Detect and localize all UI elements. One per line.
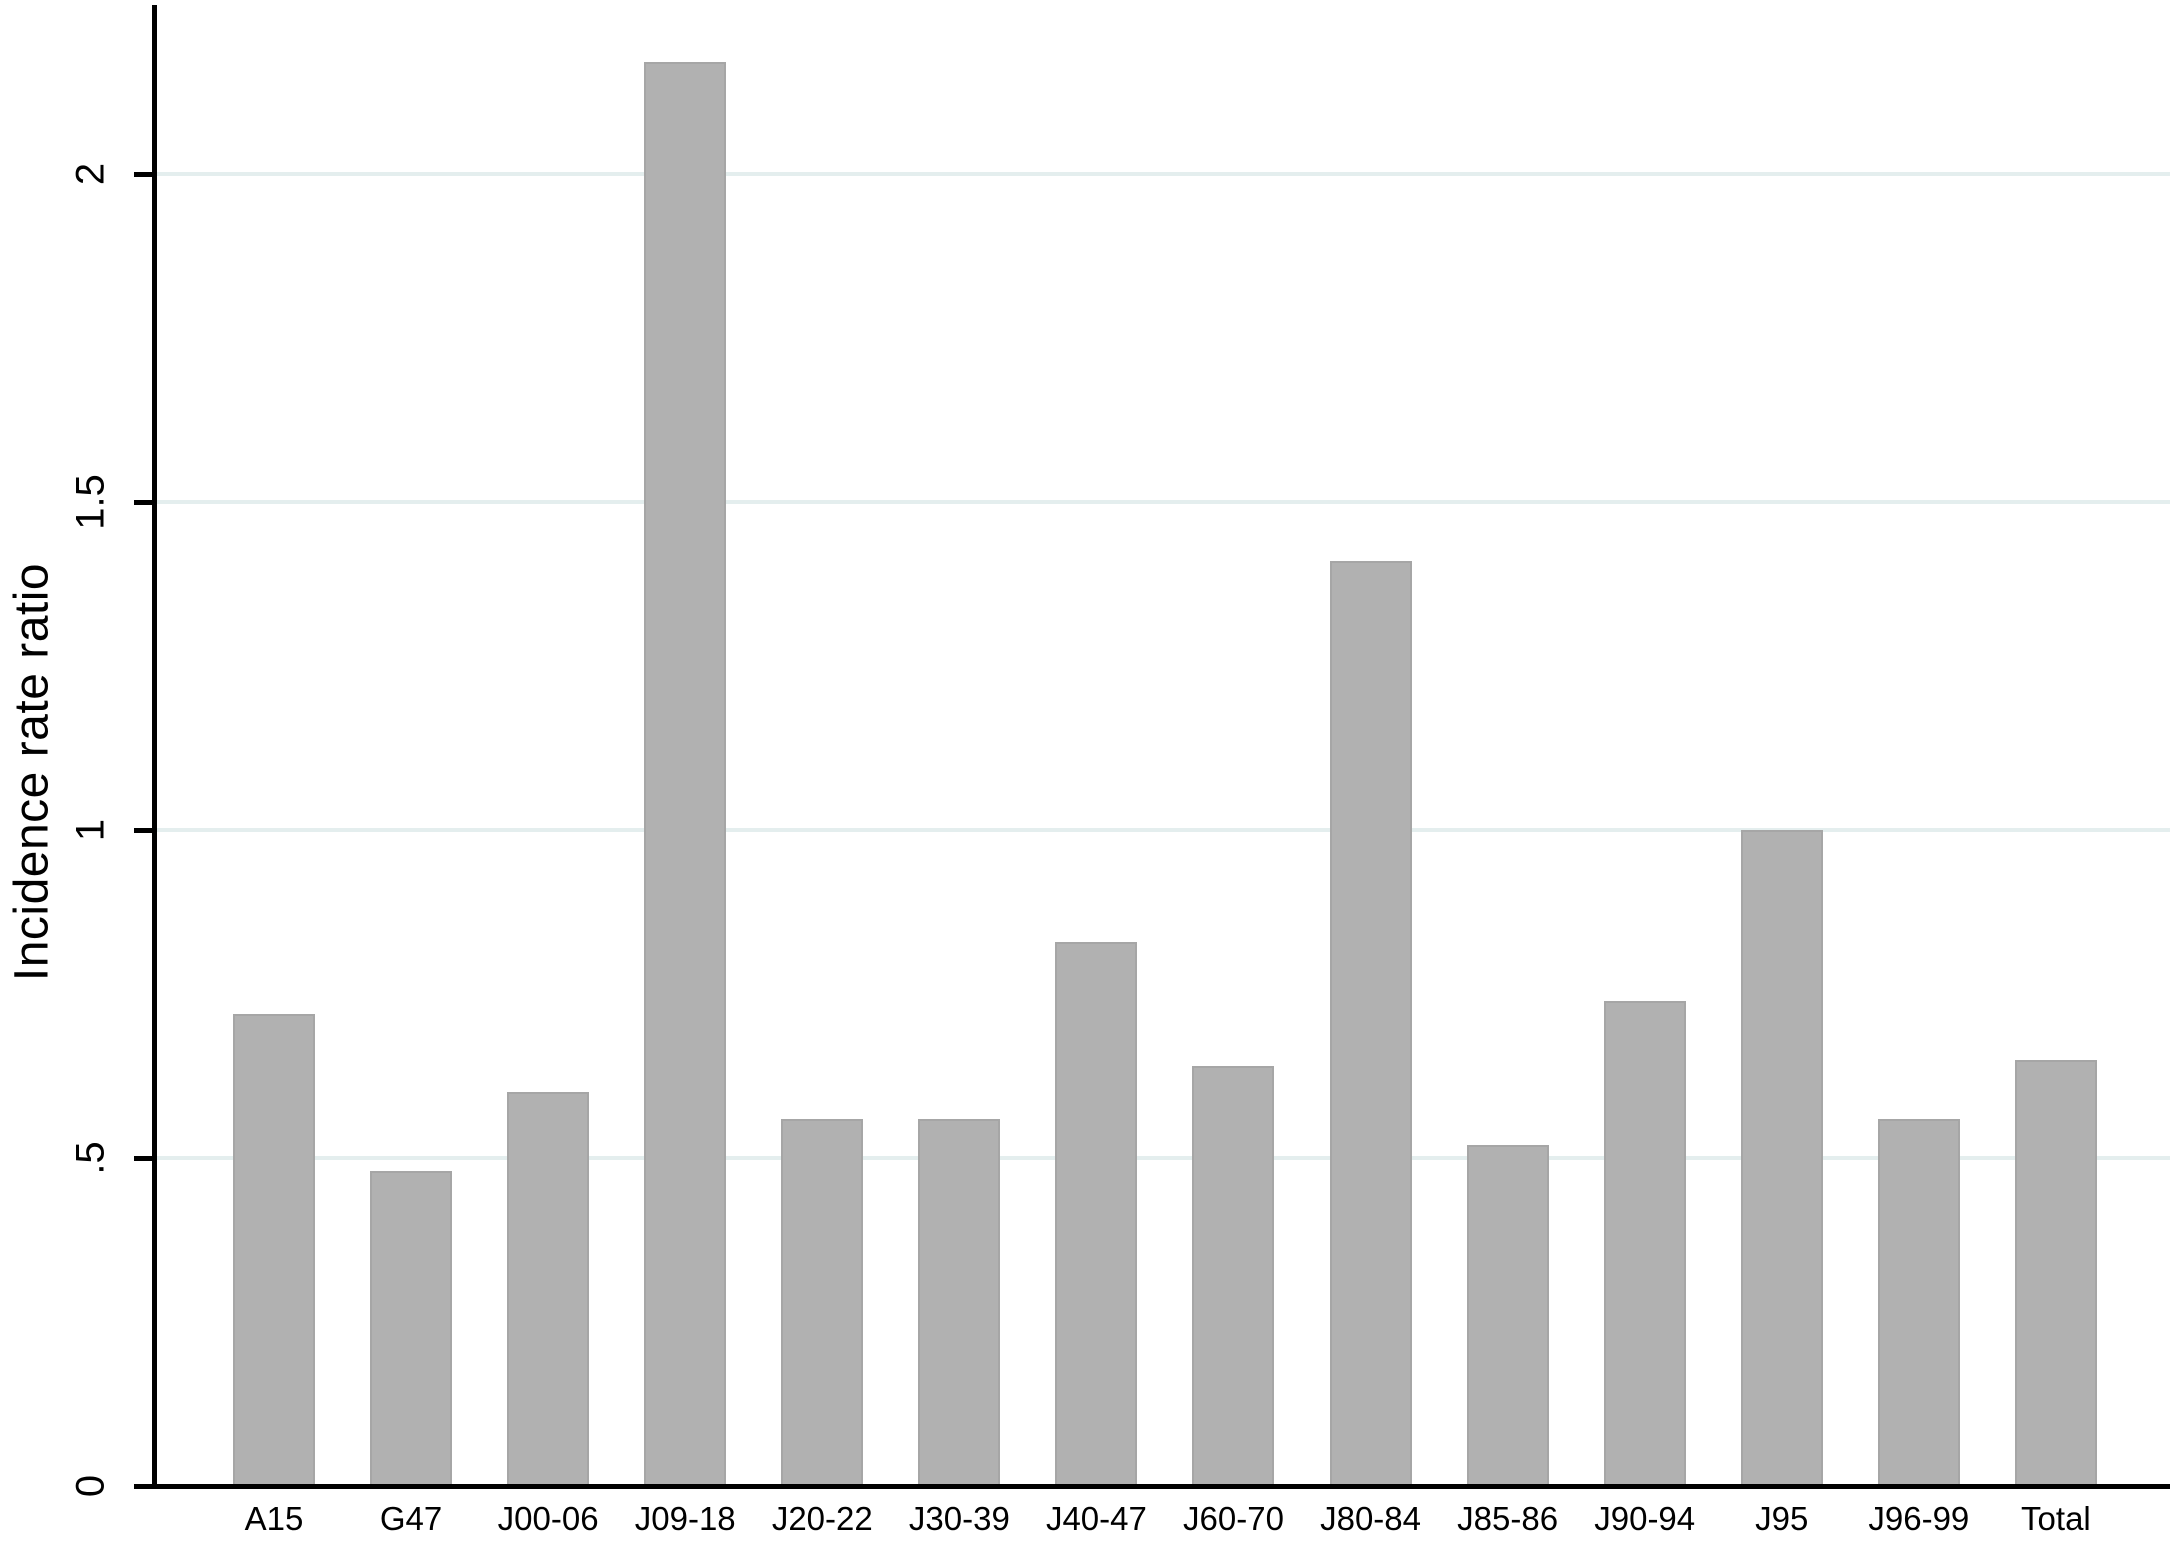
- bar-j40-47: [1055, 941, 1138, 1486]
- y-tick-label: 1.5: [68, 474, 113, 530]
- y-tick-mark: [134, 1156, 157, 1161]
- bar-j95: [1740, 830, 1823, 1486]
- bar-j96-99: [1877, 1118, 1960, 1486]
- y-tick-label: .5: [68, 1141, 113, 1175]
- bar-j60-70: [1192, 1066, 1275, 1486]
- y-tick-label: 0: [68, 1474, 113, 1498]
- bar-j09-18: [644, 62, 727, 1486]
- bar-j20-22: [781, 1118, 864, 1486]
- y-tick-label: 2: [68, 162, 113, 186]
- x-tick-label: G47: [379, 1500, 443, 1537]
- y-gridline: [157, 828, 2170, 832]
- x-tick-label: J09-18: [634, 1500, 736, 1537]
- x-tick-label: J30-39: [908, 1500, 1010, 1537]
- bar-j85-86: [1466, 1144, 1549, 1486]
- y-gridline: [157, 500, 2170, 504]
- y-gridline: [157, 1156, 2170, 1160]
- x-tick-label: J00-06: [497, 1500, 599, 1537]
- x-tick-label: J20-22: [771, 1500, 873, 1537]
- bar-total: [2014, 1059, 2097, 1486]
- bar-j80-84: [1329, 561, 1412, 1486]
- x-tick-label: J90-94: [1594, 1500, 1696, 1537]
- x-tick-label: J95: [1755, 1500, 1809, 1537]
- y-tick-label: 1: [68, 818, 113, 842]
- bar-j90-94: [1603, 1000, 1686, 1486]
- y-axis-title: Incidence rate ratio: [5, 562, 59, 982]
- x-tick-label: Total: [2021, 1500, 2091, 1537]
- bar-j30-39: [918, 1118, 1001, 1486]
- y-gridline: [157, 172, 2170, 176]
- x-tick-label: J60-70: [1183, 1500, 1284, 1537]
- x-tick-label: J96-99: [1868, 1500, 1970, 1537]
- x-tick-label: J80-84: [1320, 1500, 1421, 1537]
- bar-g47: [370, 1171, 453, 1486]
- x-tick-label: A15: [244, 1500, 304, 1537]
- y-tick-mark: [134, 828, 157, 833]
- bar-a15: [233, 1013, 315, 1486]
- y-axis-line: [152, 5, 157, 1489]
- y-tick-mark: [134, 172, 157, 177]
- y-tick-mark: [134, 500, 157, 505]
- bar-j00-06: [507, 1092, 590, 1486]
- x-axis-line: [134, 1484, 2170, 1489]
- x-tick-label: J40-47: [1045, 1500, 1147, 1537]
- x-tick-label: J85-86: [1457, 1500, 1559, 1537]
